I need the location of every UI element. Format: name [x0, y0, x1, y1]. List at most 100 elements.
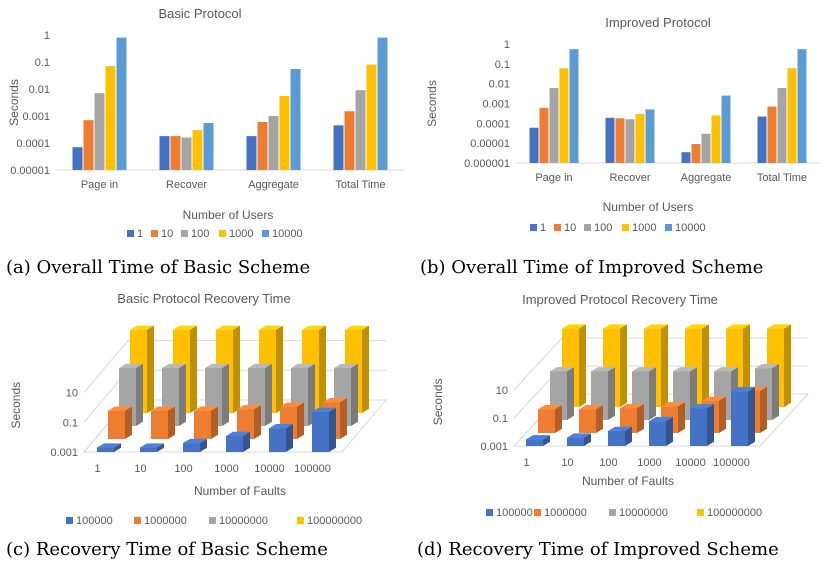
legend-label-10: 10: [161, 228, 173, 240]
bar-side: [579, 324, 586, 407]
bar-top: [538, 405, 562, 410]
bar-front: [526, 439, 543, 446]
y-tick-label: 0.1: [35, 57, 50, 69]
legend-label-100000000: 100000000: [707, 507, 762, 519]
chart-title: Basic Protocol: [158, 6, 241, 21]
y-tick-label: 0.001: [22, 111, 50, 123]
bar-top: [550, 367, 574, 372]
x-tick-label: Total Time: [335, 179, 385, 191]
bar-side: [543, 435, 550, 446]
bar-front: [649, 421, 666, 446]
chart-improved-protocol: Improved Protocol Seconds 0.000001 0.00001 0…: [416, 0, 828, 252]
legend-label-100000000: 100000000: [307, 515, 362, 527]
bar-side: [211, 406, 218, 439]
bar-side: [743, 324, 750, 407]
legend-label-10000: 10000: [675, 222, 706, 234]
bar-1-page-in: [529, 127, 539, 163]
legend-swatch-1000: [622, 224, 629, 231]
bar-side: [157, 443, 164, 452]
bar-10-recover: [170, 136, 181, 170]
x-tick-label: 100000: [294, 463, 331, 475]
x-tick-label: 10: [561, 457, 573, 469]
legend-swatch-100: [584, 224, 591, 231]
chart-improved-recovery-svg: Improved Protocol Recovery Time Seconds 0.…: [431, 292, 810, 519]
bar-side: [351, 363, 358, 426]
bar-1000-total-time: [787, 68, 797, 163]
gridline: [83, 340, 386, 393]
x-tick-label: 10: [134, 463, 146, 475]
bar-top: [205, 363, 229, 369]
y-tick-label: 0.00001: [470, 138, 510, 150]
legend-label-100000: 100000: [76, 515, 113, 527]
bar-side: [584, 433, 591, 446]
bar-side: [772, 364, 779, 420]
bar-10-page-in: [539, 107, 549, 163]
bar-side: [362, 325, 369, 413]
bar-top: [755, 364, 779, 369]
caption-c: (c) Recovery Time of Basic Scheme: [6, 539, 328, 560]
bar-front: [690, 408, 707, 446]
bar-1000000-100: [194, 406, 218, 439]
bar-1-page-in: [72, 147, 83, 170]
bar-1000-recover: [635, 113, 645, 163]
bar-side: [190, 325, 197, 413]
bar-side: [243, 431, 250, 452]
caption-b: (b) Overall Time of Improved Scheme: [420, 257, 764, 278]
y-axis-label: Seconds: [7, 79, 21, 126]
bar-1000000-1: [538, 405, 562, 433]
y-tick-label: 0.001: [480, 441, 508, 453]
legend-label-1000000: 1000000: [544, 507, 587, 519]
legend-swatch-10000: [262, 230, 269, 237]
bar-top: [685, 324, 709, 329]
bar-top: [97, 443, 121, 448]
x-tick-label: 10000: [675, 457, 706, 469]
x-axis-label: Number of Users: [603, 200, 694, 214]
bar-top: [108, 406, 132, 411]
bar-side: [707, 404, 714, 446]
bar-side: [719, 396, 726, 433]
bar-1-aggregate: [246, 136, 257, 170]
chart-improved-recovery: Improved Protocol Recovery Time Seconds 0.…: [416, 286, 828, 534]
y-tick-label: 0.0001: [476, 118, 510, 130]
bar-1-total-time: [333, 125, 344, 170]
bar-100000-100000: [731, 387, 755, 446]
bar-10-page-in: [83, 120, 94, 170]
legend-label-1000: 1000: [229, 228, 253, 240]
bar-top: [312, 407, 336, 412]
bar-100-total-time: [777, 88, 787, 163]
bar-front: [269, 428, 286, 452]
bar-1000000-10: [579, 405, 603, 433]
legend-label-1000000: 1000000: [144, 515, 187, 527]
y-tick-label: 1: [44, 30, 50, 42]
bar-front: [579, 409, 596, 433]
bar-100000-10: [140, 443, 164, 452]
legend-label-1: 1: [540, 222, 546, 234]
bar-10-total-time: [344, 111, 355, 170]
bar-1-recover: [605, 117, 615, 163]
legend-label-10000000: 10000000: [219, 515, 268, 527]
y-axis-label: Seconds: [9, 382, 23, 429]
y-tick-label: 0.00001: [10, 165, 50, 177]
legend-swatch-100000000: [297, 517, 304, 524]
y-tick-label: 0.1: [493, 413, 508, 425]
x-axis-label: Number of Faults: [582, 474, 674, 488]
chart-basic-recovery: Basic Protocol Recovery Time Seconds 0.001…: [0, 286, 410, 534]
x-tick-label: 100: [174, 463, 192, 475]
bar-top: [702, 396, 726, 401]
bar-side: [661, 324, 668, 407]
x-tick-label: 100000: [713, 457, 750, 469]
bar-front: [312, 411, 329, 452]
bar-top: [194, 406, 218, 411]
x-tick-label: 1000: [214, 463, 238, 475]
y-tick-label: 0.1: [63, 417, 78, 429]
bar-top: [323, 397, 347, 403]
y-tick-label: 0.000001: [464, 158, 510, 170]
legend-swatch-100000: [66, 517, 73, 524]
legend-label-1: 1: [137, 228, 143, 240]
bar-1-recover: [159, 136, 170, 170]
bar-top: [183, 438, 207, 444]
bar-side: [265, 363, 272, 426]
bar-10000000-1000: [673, 367, 697, 420]
x-tick-label: Page in: [81, 179, 118, 191]
legend-swatch-100: [181, 230, 188, 237]
